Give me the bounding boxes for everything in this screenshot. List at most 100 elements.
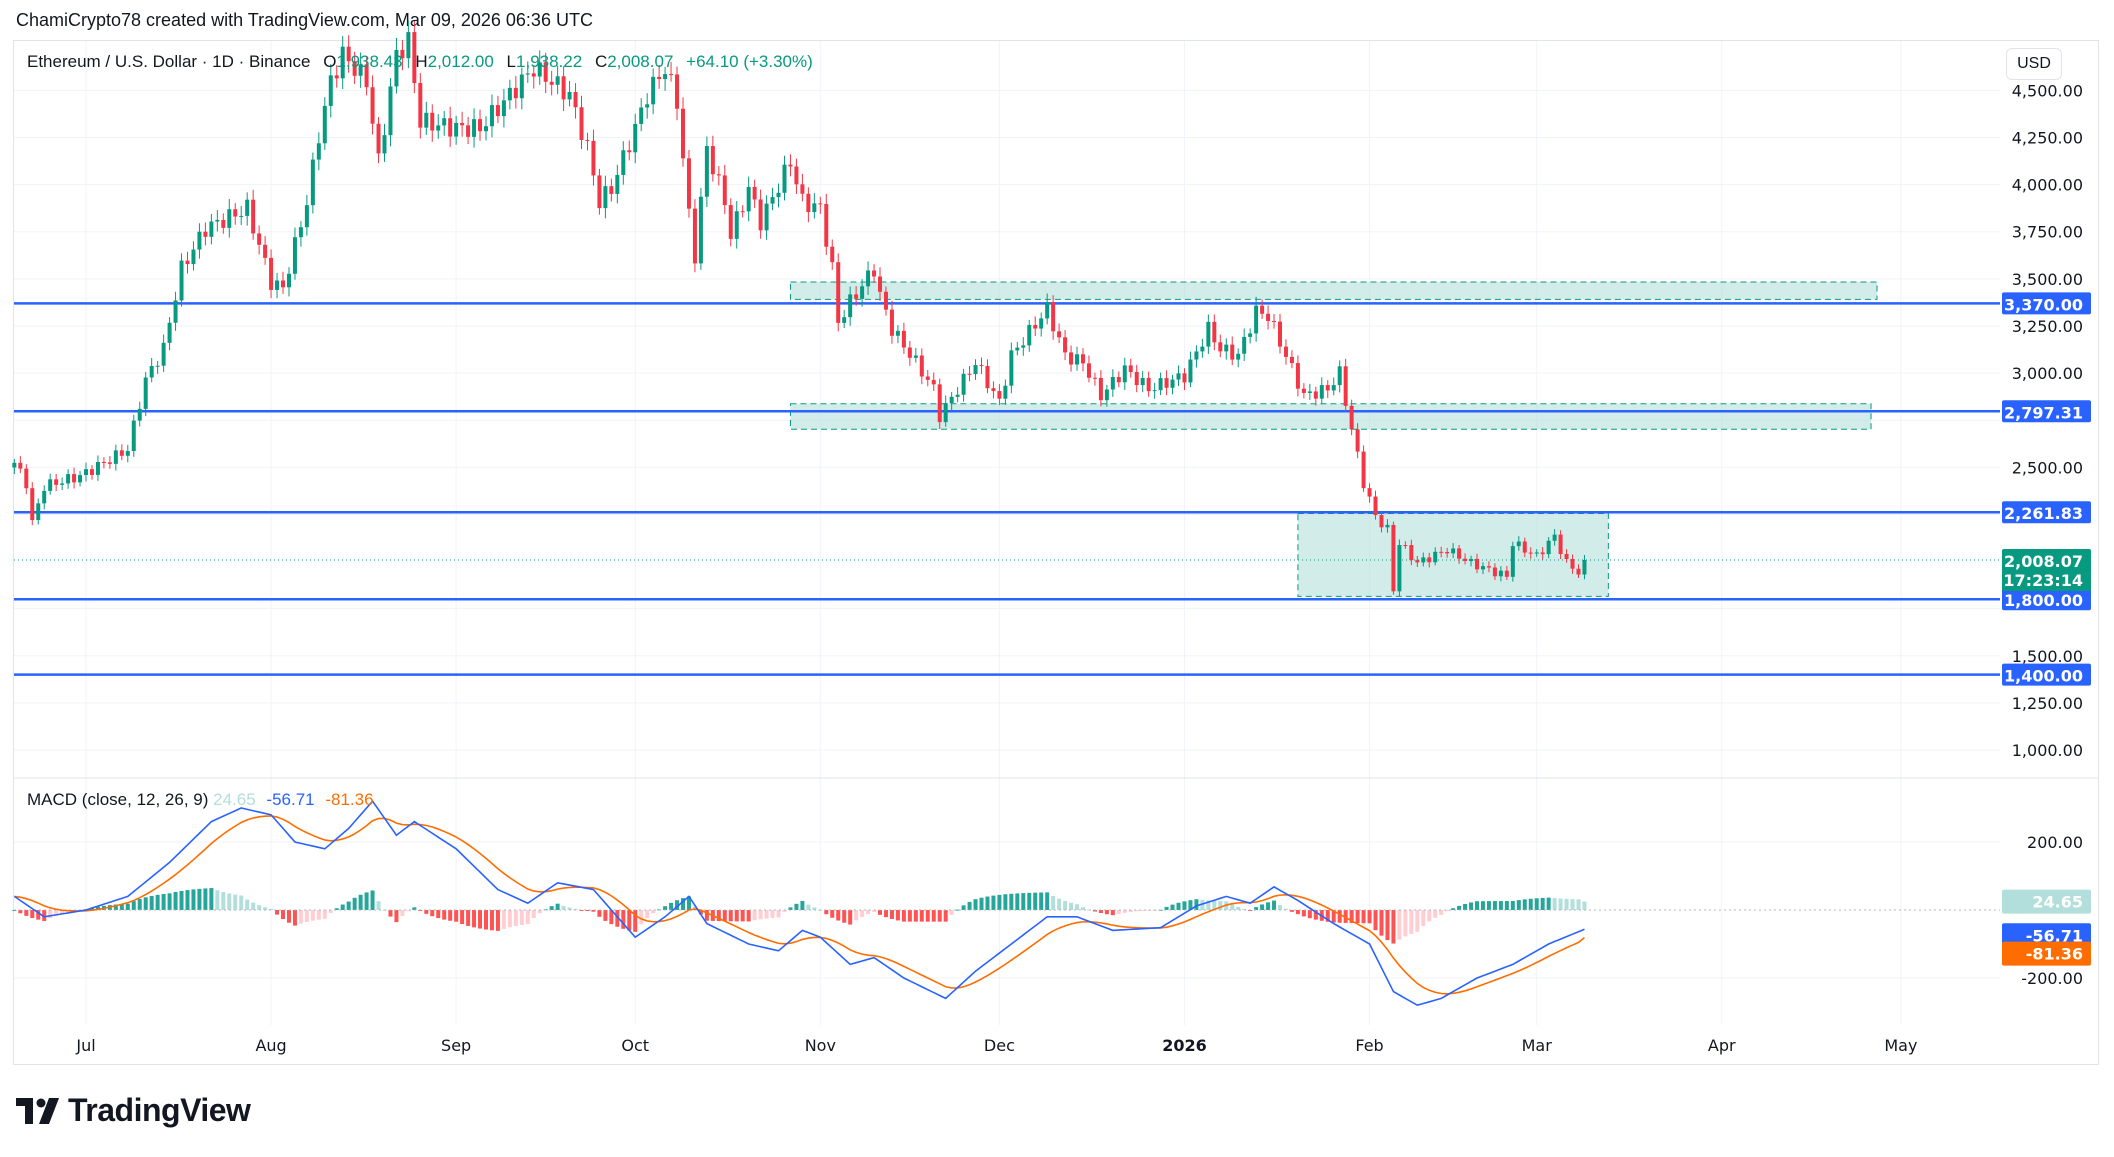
macd-histogram-bar	[227, 893, 232, 910]
macd-histogram-bar	[561, 905, 566, 910]
candle	[561, 66, 566, 112]
candle	[991, 381, 996, 399]
macd-histogram-bar	[961, 905, 966, 910]
macd-title[interactable]: MACD (close, 12, 26, 9)	[27, 790, 209, 809]
candle	[472, 108, 477, 148]
candle	[1122, 357, 1127, 391]
macd-histogram-bar	[1295, 910, 1300, 915]
candle	[501, 88, 506, 128]
macd-histogram-bar	[836, 910, 841, 921]
macd-histogram-bar	[1170, 904, 1175, 910]
candle-body	[883, 291, 888, 310]
candle-body	[1295, 363, 1300, 389]
candle-body	[263, 244, 268, 258]
candle-body	[675, 74, 680, 109]
macd-histogram-bar	[1415, 910, 1420, 932]
candle	[848, 286, 853, 326]
candle	[251, 189, 256, 240]
candle-body	[352, 61, 357, 76]
macd-histogram-bar	[472, 910, 477, 928]
macd-histogram-bar	[788, 907, 793, 910]
symbol-title[interactable]: Ethereum / U.S. Dollar · 1D · Binance	[27, 52, 311, 71]
candle-body	[800, 184, 805, 194]
candle	[495, 95, 500, 123]
candle	[1295, 355, 1300, 397]
macd-histogram-bar	[442, 910, 447, 920]
candle	[531, 65, 536, 89]
line-price-badge: 2,261.83	[2002, 501, 2091, 524]
zones	[789, 281, 1878, 597]
open-value: 1,938.43	[336, 52, 403, 71]
macd-histogram-bar	[1104, 910, 1109, 915]
macd-histogram-bar	[716, 910, 721, 922]
candle-body	[1158, 378, 1163, 391]
candle	[1015, 341, 1020, 356]
candle	[1301, 383, 1306, 399]
candle	[84, 462, 88, 482]
candle-body	[913, 355, 918, 358]
candle	[549, 70, 554, 96]
macd-histogram-bar	[722, 910, 727, 922]
candle	[579, 95, 584, 150]
macd-histogram-bar	[131, 901, 136, 910]
candle-body	[836, 262, 841, 323]
macd-histogram-bar	[209, 888, 214, 910]
line-price-badge-bg	[2002, 400, 2091, 423]
macd-axis-label: -200.00	[2021, 969, 2083, 988]
tradingview-logo[interactable]: TradingView	[16, 1092, 251, 1129]
candle	[119, 444, 124, 461]
candle-body	[1570, 559, 1575, 569]
macd-histogram-bar	[18, 910, 23, 914]
candle	[1272, 314, 1277, 329]
candle-body	[191, 249, 196, 265]
macd-histogram-bar	[519, 910, 524, 925]
candle	[143, 371, 148, 417]
candle-body	[842, 317, 847, 323]
candle	[609, 178, 614, 202]
candle-body	[489, 105, 494, 127]
candle-body	[316, 143, 321, 160]
candle-body	[543, 62, 548, 82]
candle	[1051, 295, 1056, 340]
candle-body	[269, 257, 274, 290]
candle	[943, 395, 948, 427]
macd-histogram-bar	[1021, 893, 1026, 910]
macd-line-badge: -56.71	[2002, 923, 2091, 948]
candle-body	[84, 469, 88, 476]
candle-body	[907, 347, 912, 358]
candle-body	[1528, 552, 1533, 554]
candle	[1492, 563, 1497, 580]
candle	[1027, 319, 1032, 352]
currency-button[interactable]: USD	[2006, 48, 2062, 80]
candle-body	[609, 186, 614, 194]
candle-body	[495, 105, 500, 117]
macd-histogram-bar	[883, 910, 888, 918]
candle	[1576, 564, 1581, 578]
candle-body	[1463, 558, 1468, 562]
candle-body	[1379, 515, 1384, 528]
candle-body	[728, 205, 733, 239]
macd-histogram-bar	[233, 894, 238, 910]
macd-histogram-bar	[567, 907, 572, 910]
macd-histogram-bar	[1373, 910, 1378, 931]
macd-histogram-bar	[1075, 904, 1080, 910]
candle	[997, 384, 1002, 406]
macd-histogram-bar	[1421, 910, 1426, 927]
candle-body	[848, 294, 853, 318]
price-axis-label: 1,500.00	[2012, 647, 2083, 666]
candle	[66, 469, 71, 489]
current-price-badge-text: 2,008.07	[2004, 552, 2083, 571]
candle	[1475, 553, 1480, 574]
candle-body	[42, 490, 47, 504]
candle	[424, 101, 429, 135]
candle	[1373, 490, 1378, 520]
candle-body	[812, 203, 817, 213]
candle-body	[979, 365, 984, 367]
candle	[937, 378, 942, 430]
candle	[334, 65, 339, 88]
candle	[269, 249, 274, 299]
candle-body	[633, 123, 638, 153]
candle-body	[1385, 524, 1390, 528]
macd-histogram-bar	[263, 907, 268, 910]
